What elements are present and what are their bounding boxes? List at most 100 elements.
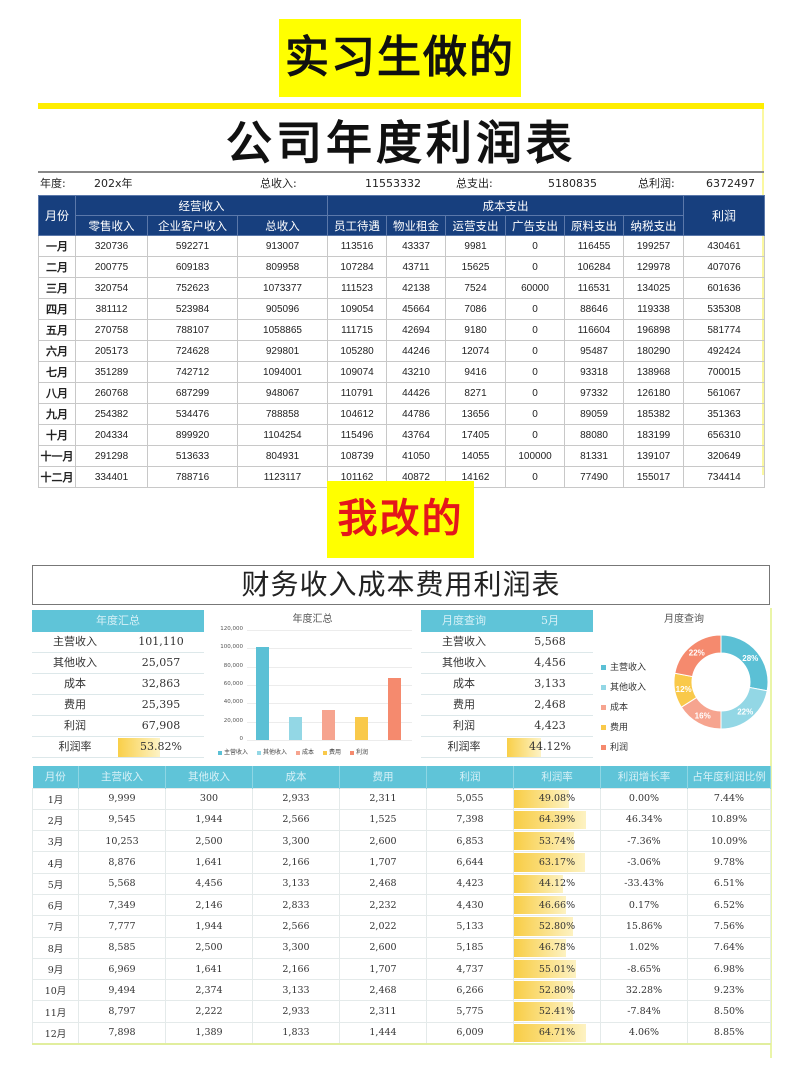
value-cell: 10.09% [687,830,771,853]
table-row: 一月 320736 592271 913007 113516 43337 9981 0 1164… [38,235,766,257]
value-cell: 270758 [75,319,148,341]
cell-text: 44.12% [538,878,576,890]
month-cell: 十一月 [38,445,76,467]
cell-text: 2,166 [282,857,310,869]
rate-databar [514,1023,587,1042]
donut-slice-label: 16% [695,711,711,720]
column-header: 占年度利润比例 [687,766,771,788]
value-cell: 15625 [445,256,507,278]
value-cell: 7.44% [687,787,771,810]
value-cell: 2,468 [339,872,427,895]
title-underline [38,171,764,173]
cell-text: 9,999 [108,793,136,805]
value-cell: 1,944 [165,808,253,832]
summary-value: 25,395 [118,695,204,715]
month-cell: 一月 [38,235,76,257]
rate-databar [514,832,575,851]
cell-text: 2,222 [195,1006,223,1018]
original-sheet-title: 公司年度利润表 [226,116,576,170]
legend-item: 费用 [323,747,341,756]
value-cell: 1123117 [236,466,329,488]
cell-text: 1,444 [369,1027,397,1039]
cell-text: 3,300 [282,942,310,954]
value-cell: 609183 [147,256,238,278]
value-cell: 97332 [564,382,625,404]
value-cell: 7.64% [687,936,771,959]
y-tick-label: 80,000 [223,662,243,669]
rate-databar [514,789,569,808]
bar-1 [289,717,302,740]
value-cell: 8,585 [78,936,166,959]
value-cell: 126180 [623,382,685,404]
cell-text: 2,468 [369,878,397,890]
value-cell: 64.71% [513,1021,601,1045]
value-cell: 0 [505,256,566,278]
value-cell: 2,933 [252,787,340,810]
value-cell: 3,133 [252,979,340,1002]
month-selector[interactable]: 5月 [541,614,559,627]
year-label: 年度: [40,177,66,190]
value-cell: 5,568 [78,872,166,895]
summary-label: 成本 [64,677,86,690]
value-cell: 3,300 [252,830,340,853]
cell-text: 1,707 [369,963,397,975]
value-cell: 12074 [445,340,507,362]
value-cell: 351363 [683,403,766,425]
gridline [247,666,412,668]
annual-summary-panel: 年度汇总 主营收入 101,110 其他收入 25,057 成本 32,863 费用 25,3… [32,610,204,758]
value-cell: 4,737 [426,957,514,981]
y-tick-label: 0 [239,736,244,742]
cell-text: 7,398 [456,814,484,826]
value-cell: -3.06% [600,851,688,874]
column-header: 物业租金 [386,215,447,236]
value-cell: 4.06% [600,1021,688,1045]
cell-text: 63.17% [538,857,576,869]
intern-version-label: 实习生做的 [279,19,521,97]
month-cell: 2月 [32,808,79,832]
cell-text: 5月 [47,879,64,891]
annual-summary-header: 年度汇总 [32,610,204,632]
value-cell: 4,423 [426,872,514,895]
value-cell: 93318 [564,361,625,383]
value-cell: 43210 [386,361,447,383]
cell-text: 4,430 [456,899,484,911]
value-cell: 291298 [75,445,148,467]
cell-text: 2,933 [282,793,310,805]
value-cell: 601636 [683,277,766,299]
cell-text: 1,833 [282,1027,310,1039]
value-cell: 1073377 [236,277,329,299]
y-tick-label: 40,000 [223,699,243,706]
value-cell: 6.52% [687,893,771,917]
revised-version-label: 我改的 [327,481,474,558]
monthly-query-panel: 月度查询 5月 主营收入 5,568 其他收入 4,456 成本 3,133 费用 2,468… [421,610,593,758]
summary-value-text: 25,395 [141,698,181,711]
cell-text: 2,500 [195,835,223,847]
table-row: 1月 9,999 300 2,933 2,311 5,055 49.08% 0.00% 7.44… [32,787,771,810]
value-cell: 809958 [236,256,329,278]
cell-text: -8.65% [627,963,661,975]
original-profit-table: 月份 经营收入 成本支出 利润 零售收入 企业客户收入 总收入 员工待遇 物业租金 运营支… [38,195,766,488]
monthly-query-header: 月度查询 5月 [421,610,593,632]
value-cell: 2,311 [339,787,427,810]
rate-databar [514,810,586,830]
year-value: 202x年 [94,177,133,190]
value-cell: 1,707 [339,851,427,874]
column-header: 费用 [339,766,427,788]
value-cell: 44246 [386,340,447,362]
value-cell: 116455 [564,235,625,257]
summary-label: 费用 [453,698,475,711]
donut-slice-label: 22% [737,707,753,716]
legend-item: 主营收入 [218,747,248,756]
summary-label: 利润 [64,719,86,732]
summary-row: 其他收入 25,057 [32,653,204,674]
value-cell: 1,944 [165,915,253,938]
rate-databar [507,738,542,757]
legend-item: 利润 [350,747,368,756]
value-cell: 60000 [505,277,566,299]
value-cell: 6,969 [78,957,166,981]
cell-text: 52.80% [538,920,576,932]
value-cell: 300 [165,787,253,810]
value-cell: 0 [505,340,566,362]
cell-text: 12月 [44,1028,67,1040]
legend-label: 其他收入 [610,683,647,693]
